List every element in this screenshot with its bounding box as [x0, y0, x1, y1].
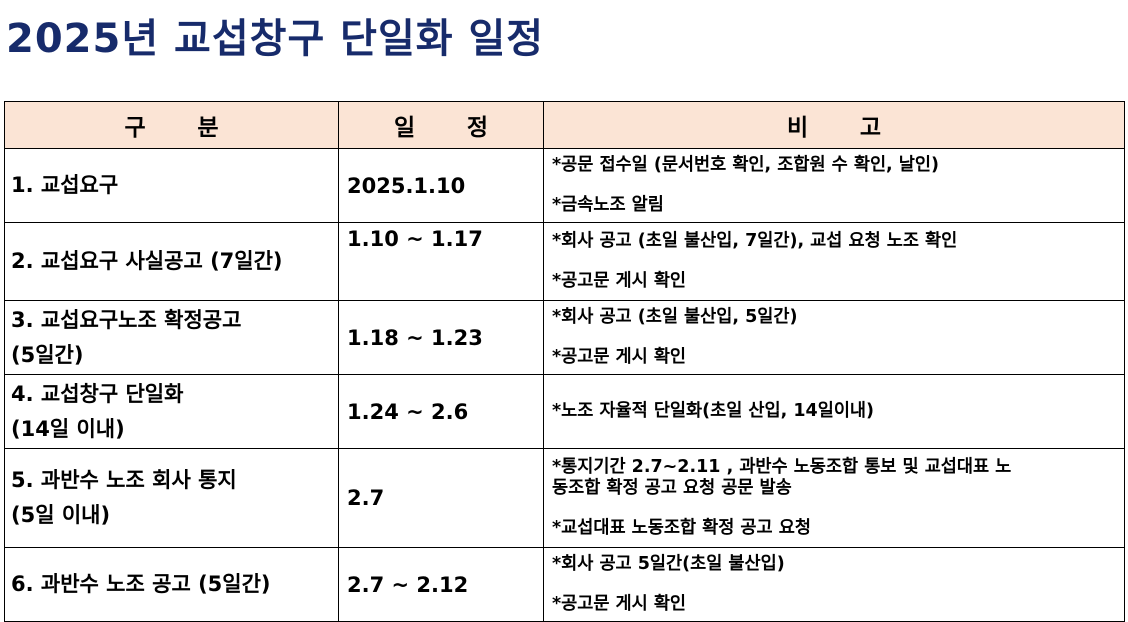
date-cell: 2025.1.10: [338, 148, 544, 223]
table-row: 3. 교섭요구노조 확정공고 (5일간) 1.18 ~ 1.23 *회사 공고 …: [4, 300, 1125, 375]
table-row: 6. 과반수 노조 공고 (5일간) 2.7 ~ 2.12 *회사 공고 5일간…: [4, 547, 1125, 622]
date-cell: 2.7: [338, 448, 544, 548]
category-cell: 4. 교섭창구 단일화 (14일 이내): [4, 374, 339, 449]
table-row: 2. 교섭요구 사실공고 (7일간) 1.10 ~ 1.17 *회사 공고 (초…: [4, 222, 1125, 301]
remarks-cell: *회사 공고 5일간(초일 불산입) *공고문 게시 확인: [543, 547, 1125, 622]
header-schedule: 일 정: [338, 101, 544, 149]
table-row: 1. 교섭요구 2025.1.10 *공문 접수일 (문서번호 확인, 조합원 …: [4, 148, 1125, 223]
date-cell: 1.18 ~ 1.23: [338, 300, 544, 375]
date-cell: 2.7 ~ 2.12: [338, 547, 544, 622]
category-cell: 6. 과반수 노조 공고 (5일간): [4, 547, 339, 622]
category-cell: 2. 교섭요구 사실공고 (7일간): [4, 222, 339, 301]
remarks-cell: *회사 공고 (초일 불산입, 5일간) *공고문 게시 확인: [543, 300, 1125, 375]
table-row: 5. 과반수 노조 회사 통지 (5일 이내) 2.7 *통지기간 2.7~2.…: [4, 448, 1125, 548]
remarks-cell: *공문 접수일 (문서번호 확인, 조합원 수 확인, 날인) *금속노조 알림: [543, 148, 1125, 223]
category-cell: 1. 교섭요구: [4, 148, 339, 223]
table-row: 4. 교섭창구 단일화 (14일 이내) 1.24 ~ 2.6 *노조 자율적 …: [4, 374, 1125, 449]
date-cell: 1.10 ~ 1.17: [338, 222, 544, 301]
remarks-cell: *회사 공고 (초일 불산입, 7일간), 교섭 요청 노조 확인 *공고문 게…: [543, 222, 1125, 301]
table-header-row: 구 분 일 정 비 고: [4, 101, 1125, 149]
page-title: 2025년 교섭창구 단일화 일정: [6, 16, 545, 62]
header-category: 구 분: [4, 101, 339, 149]
header-remarks: 비 고: [543, 101, 1125, 149]
remarks-cell: *노조 자율적 단일화(초일 산입, 14일이내): [543, 374, 1125, 449]
category-cell: 3. 교섭요구노조 확정공고 (5일간): [4, 300, 339, 375]
schedule-table: 구 분 일 정 비 고 1. 교섭요구 2025.1.10 *공문 접수일 (문…: [4, 101, 1125, 622]
date-cell: 1.24 ~ 2.6: [338, 374, 544, 449]
remarks-cell: *통지기간 2.7~2.11 , 과반수 노동조합 통보 및 교섭대표 노 동조…: [543, 448, 1125, 548]
category-cell: 5. 과반수 노조 회사 통지 (5일 이내): [4, 448, 339, 548]
